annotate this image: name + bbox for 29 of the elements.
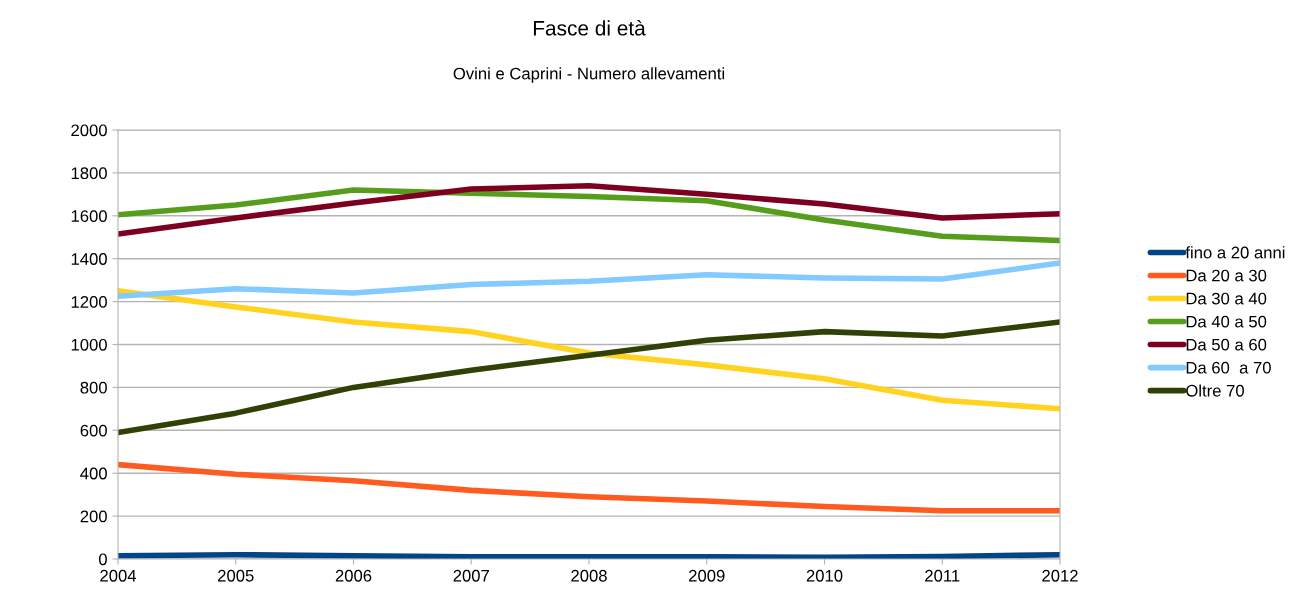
x-tick-label: 2009 <box>689 569 725 582</box>
x-tick-label: 2006 <box>335 569 372 582</box>
x-tick-label: 2011 <box>925 569 960 582</box>
chart-title: Fasce di età <box>533 20 646 36</box>
x-tick-label: 2004 <box>100 569 137 582</box>
y-tick-label: 600 <box>80 424 107 437</box>
y-tick-label: 0 <box>98 553 107 566</box>
x-tick-label: 2012 <box>1042 569 1078 582</box>
legend-label: Da 30 a 40 <box>1186 292 1267 305</box>
legend-label: Da 60 a 70 <box>1186 361 1271 374</box>
x-tick-label: 2010 <box>806 569 843 582</box>
legend-label: fino a 20 anni <box>1185 246 1285 259</box>
y-tick-label: 200 <box>80 510 107 523</box>
x-tick-label: 2008 <box>571 569 607 582</box>
y-tick-label: 800 <box>80 381 107 394</box>
legend-label: Da 50 a 60 <box>1186 338 1267 351</box>
x-tick-label: 2005 <box>218 569 254 582</box>
y-tick-label: 1400 <box>71 253 107 265</box>
y-tick-label: 400 <box>80 467 107 480</box>
y-tick-label: 1600 <box>71 210 107 222</box>
y-tick-label: 1200 <box>71 296 107 308</box>
x-tick-label: 2007 <box>453 569 489 582</box>
legend-label: Oltre 70 <box>1186 384 1244 397</box>
y-tick-label: 2000 <box>71 124 107 137</box>
y-tick-label: 1800 <box>71 167 107 180</box>
legend-label: Da 20 a 30 <box>1186 269 1267 282</box>
chart-subtitle: Ovini e Caprini - Numero allevamenti <box>453 67 725 83</box>
legend-label: Da 40 a 50 <box>1186 315 1267 328</box>
y-tick-label: 1000 <box>71 338 107 351</box>
